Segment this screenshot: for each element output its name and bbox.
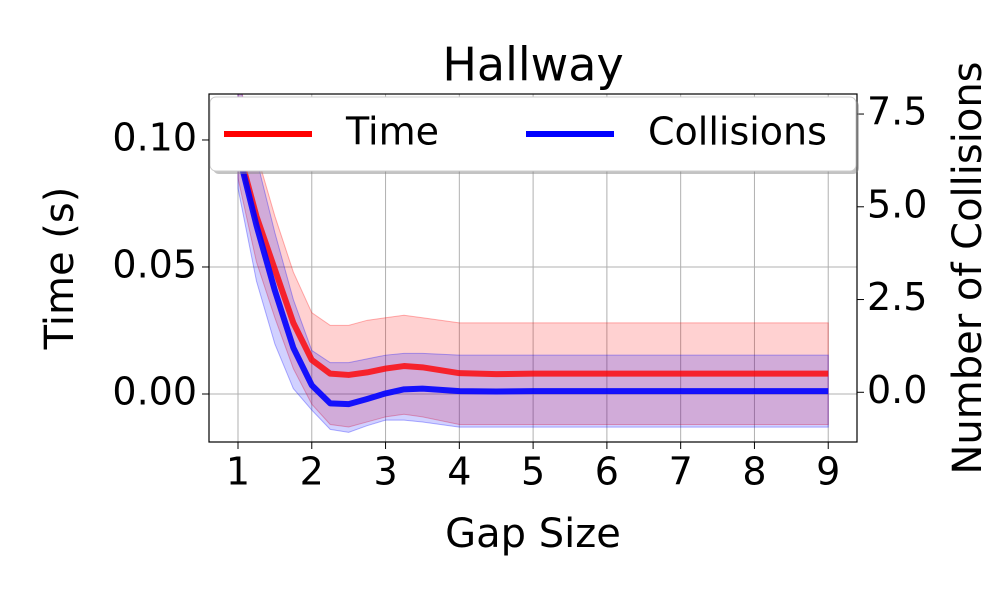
y2-tick-label: 7.5 xyxy=(867,90,927,134)
legend-label: Collisions xyxy=(648,110,827,154)
x-tick-label: 9 xyxy=(816,450,840,494)
x-tick-label: 1 xyxy=(226,450,250,494)
x-tick-label: 6 xyxy=(595,450,619,494)
x-tick-label: 8 xyxy=(742,450,766,494)
plot-area xyxy=(235,94,829,433)
axes: 1 2 3 4 5 6 7 8 9 0.00 0.05 0.10 0.0 2.5 5.0 7.5 xyxy=(112,90,927,494)
x-tick-label: 2 xyxy=(300,450,324,494)
y2-tick-label: 2.5 xyxy=(867,275,927,319)
legend-label: Time xyxy=(345,110,439,154)
y-tick-label: 0.00 xyxy=(112,369,197,413)
data-line xyxy=(235,146,829,378)
x-tick-label: 7 xyxy=(669,450,693,494)
error-band xyxy=(237,94,829,433)
x-tick-label: 3 xyxy=(373,450,397,494)
y2-tick-label: 0.0 xyxy=(867,368,927,412)
chart-title: Hallway xyxy=(442,38,623,92)
data-line xyxy=(235,150,829,408)
legend: Time Collisions xyxy=(209,96,859,174)
x-tick-label: 5 xyxy=(521,450,545,494)
x-tick-label: 4 xyxy=(447,450,471,494)
y-tick-label: 0.10 xyxy=(112,115,197,159)
y-axis-label: Time (s) xyxy=(37,187,83,351)
y2-axis-label: Number of Collisions xyxy=(945,61,991,474)
y2-tick-label: 5.0 xyxy=(867,182,927,226)
y-tick-label: 0.05 xyxy=(112,242,197,286)
x-axis-label: Gap Size xyxy=(445,511,621,557)
error-band xyxy=(237,94,829,428)
